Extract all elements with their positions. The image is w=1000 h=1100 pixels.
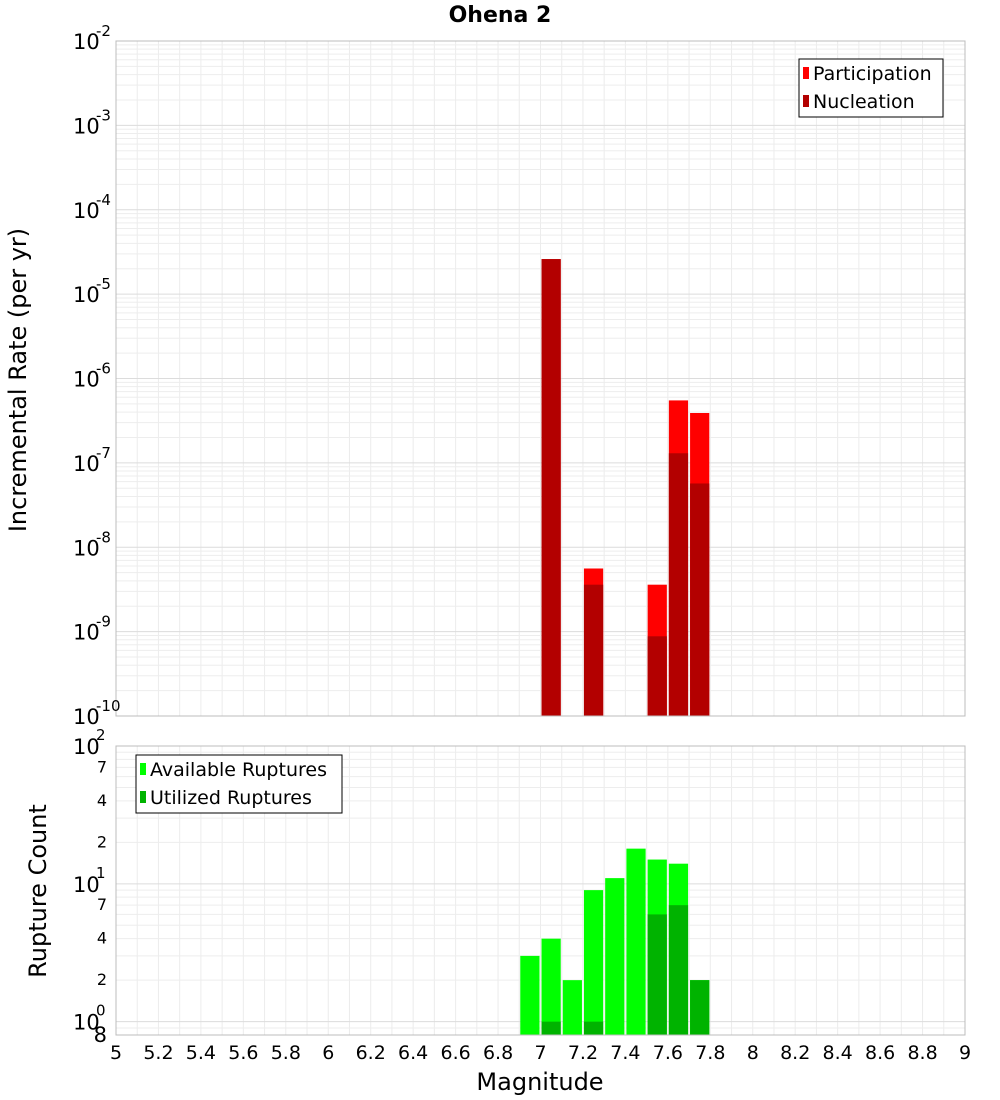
bar-available-ruptures: [626, 848, 646, 1035]
bar-available-ruptures: [520, 955, 540, 1035]
x-tick-label: 7.8: [695, 1042, 725, 1064]
top-y-tick-exponent: -10: [96, 697, 121, 715]
bottom-y-minor-tick-label: 8: [94, 1023, 107, 1047]
x-tick-label: 6: [322, 1042, 334, 1064]
bottom-y-minor-tick-label: 2: [97, 832, 107, 851]
top-legend-box: [798, 58, 944, 118]
x-tick-label: 8.8: [907, 1042, 937, 1064]
x-tick-label: 6.8: [483, 1042, 513, 1064]
legend-label-available: Available Ruptures: [150, 759, 327, 781]
bottom-y-minor-tick-label: 4: [97, 791, 107, 810]
top-y-tick-label: 10: [73, 621, 100, 645]
bar-utilized-ruptures: [690, 980, 710, 1035]
x-tick-label: 7.4: [610, 1042, 640, 1064]
bar-available-ruptures: [562, 980, 582, 1035]
legend-swatch-nucleation: [803, 95, 809, 107]
top-plot-border: [115, 40, 966, 717]
top-bars: [541, 259, 710, 716]
bar-utilized-ruptures: [541, 1021, 561, 1035]
top-y-tick-exponent: -8: [96, 528, 111, 546]
x-tick-labels: 5 5.2 5.4 5.6 5.8 6 6.2 6.4 6.6 6.8 7 7.2 7.4 7.6 7.8 8…: [110, 1042, 971, 1064]
bar-nucleation: [668, 453, 689, 716]
bottom-y-minor-tick-label: 7: [97, 757, 107, 776]
top-y-tick-label: 10: [73, 199, 100, 223]
bottom-y-minor-tick-label: 2: [97, 970, 107, 989]
x-tick-label: 8.2: [780, 1042, 810, 1064]
top-legend: Participation Nucleation: [798, 58, 944, 118]
bottom-y-axis-label: Rupture Count: [24, 804, 52, 978]
bottom-y-minor-tick-label: 4: [97, 929, 107, 948]
top-y-tick-exponent: -3: [96, 106, 111, 124]
bar-nucleation: [583, 584, 604, 716]
bar-nucleation: [647, 636, 667, 716]
top-y-tick-exponent: -4: [96, 191, 111, 209]
bottom-y-tick-exponent: 2: [96, 726, 106, 744]
bottom-y-tick-label: 10: [73, 735, 100, 759]
top-y-tick-label: 10: [73, 30, 100, 54]
x-tick-label: 8.6: [865, 1042, 895, 1064]
top-y-tick-exponent: -6: [96, 360, 111, 378]
bottom-legend: Available Ruptures Utilized Ruptures: [135, 754, 343, 814]
bottom-legend-box: [135, 754, 343, 814]
x-tick-label: 5.6: [228, 1042, 258, 1064]
bottom-y-tick-label: 10: [73, 1011, 100, 1035]
top-y-tick-label: 10: [73, 283, 100, 307]
top-y-tick-exponent: -5: [96, 275, 111, 293]
top-y-tick-label: 10: [73, 114, 100, 138]
x-tick-label: 6.6: [440, 1042, 470, 1064]
top-y-tick-exponent: -9: [96, 613, 111, 631]
bottom-y-tick-exponent: 1: [96, 864, 106, 882]
x-tick-label: 5: [110, 1042, 122, 1064]
legend-label-nucleation: Nucleation: [813, 91, 915, 113]
x-tick-label: 7: [534, 1042, 546, 1064]
x-tick-label: 6.4: [398, 1042, 428, 1064]
x-tick-label: 8.4: [823, 1042, 853, 1064]
bottom-y-tick-label: 10: [73, 873, 100, 897]
bar-available-ruptures: [541, 938, 561, 1035]
bar-nucleation: [541, 259, 561, 716]
legend-swatch-available: [140, 763, 146, 775]
bottom-bars: [520, 848, 710, 1035]
x-tick-label: 7.6: [653, 1042, 683, 1064]
top-y-tick-label: 10: [73, 705, 100, 729]
x-tick-label: 9: [959, 1042, 971, 1064]
bottom-y-minor-tick-label: 7: [97, 895, 107, 914]
legend-swatch-utilized: [140, 791, 146, 803]
top-y-tick-exponent: -2: [96, 22, 111, 40]
bar-available-ruptures: [605, 878, 625, 1035]
x-tick-label: 7.2: [568, 1042, 598, 1064]
top-y-tick-exponent: -7: [96, 444, 111, 462]
top-y-tick-label: 10: [73, 536, 100, 560]
x-axis-label: Magnitude: [476, 1068, 603, 1096]
bar-utilized-ruptures: [583, 1021, 604, 1035]
legend-label-utilized: Utilized Ruptures: [150, 787, 312, 809]
x-tick-label: 5.4: [186, 1042, 216, 1064]
bar-available-ruptures: [583, 890, 604, 1035]
x-tick-label: 8: [747, 1042, 759, 1064]
top-y-tick-label: 10: [73, 368, 100, 392]
x-tick-label: 6.2: [356, 1042, 386, 1064]
x-tick-label: 5.8: [271, 1042, 301, 1064]
bar-utilized-ruptures: [647, 914, 667, 1035]
top-y-axis-label: Incremental Rate (per yr): [4, 228, 32, 532]
legend-swatch-participation: [803, 67, 809, 79]
bottom-plot-border: [115, 745, 966, 1036]
top-grid: [116, 41, 966, 717]
top-y-tick-label: 10: [73, 452, 100, 476]
bar-nucleation: [690, 483, 710, 716]
bar-utilized-ruptures: [668, 905, 689, 1035]
bottom-y-tick-exponent: 0: [96, 1002, 106, 1020]
x-tick-label: 5.2: [143, 1042, 173, 1064]
chart-title: Ohena 2: [449, 3, 552, 28]
legend-label-participation: Participation: [813, 63, 932, 85]
